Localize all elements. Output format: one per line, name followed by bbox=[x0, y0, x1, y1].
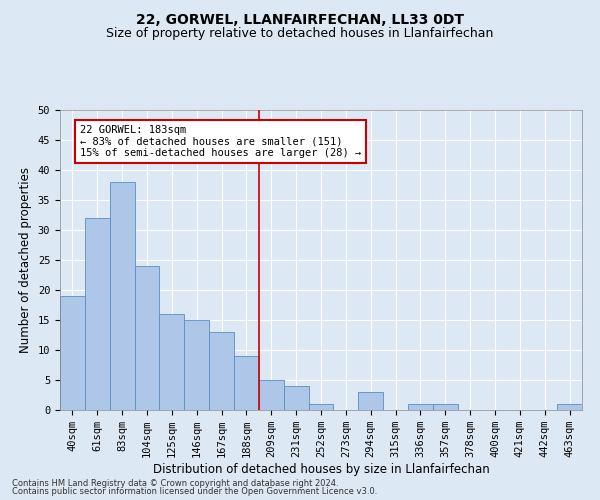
Text: 22 GORWEL: 183sqm
← 83% of detached houses are smaller (151)
15% of semi-detache: 22 GORWEL: 183sqm ← 83% of detached hous… bbox=[80, 125, 361, 158]
Bar bbox=[358, 392, 383, 410]
Bar bbox=[308, 404, 334, 410]
Text: Size of property relative to detached houses in Llanfairfechan: Size of property relative to detached ho… bbox=[106, 28, 494, 40]
Bar bbox=[184, 320, 209, 410]
Bar bbox=[209, 332, 234, 410]
Text: 22, GORWEL, LLANFAIRFECHAN, LL33 0DT: 22, GORWEL, LLANFAIRFECHAN, LL33 0DT bbox=[136, 12, 464, 26]
X-axis label: Distribution of detached houses by size in Llanfairfechan: Distribution of detached houses by size … bbox=[152, 463, 490, 476]
Bar bbox=[110, 182, 134, 410]
Bar bbox=[557, 404, 582, 410]
Bar bbox=[160, 314, 184, 410]
Y-axis label: Number of detached properties: Number of detached properties bbox=[19, 167, 32, 353]
Bar bbox=[60, 296, 85, 410]
Bar bbox=[433, 404, 458, 410]
Bar bbox=[234, 356, 259, 410]
Text: Contains public sector information licensed under the Open Government Licence v3: Contains public sector information licen… bbox=[12, 487, 377, 496]
Text: Contains HM Land Registry data © Crown copyright and database right 2024.: Contains HM Land Registry data © Crown c… bbox=[12, 478, 338, 488]
Bar bbox=[134, 266, 160, 410]
Bar bbox=[284, 386, 308, 410]
Bar bbox=[85, 218, 110, 410]
Bar bbox=[408, 404, 433, 410]
Bar bbox=[259, 380, 284, 410]
